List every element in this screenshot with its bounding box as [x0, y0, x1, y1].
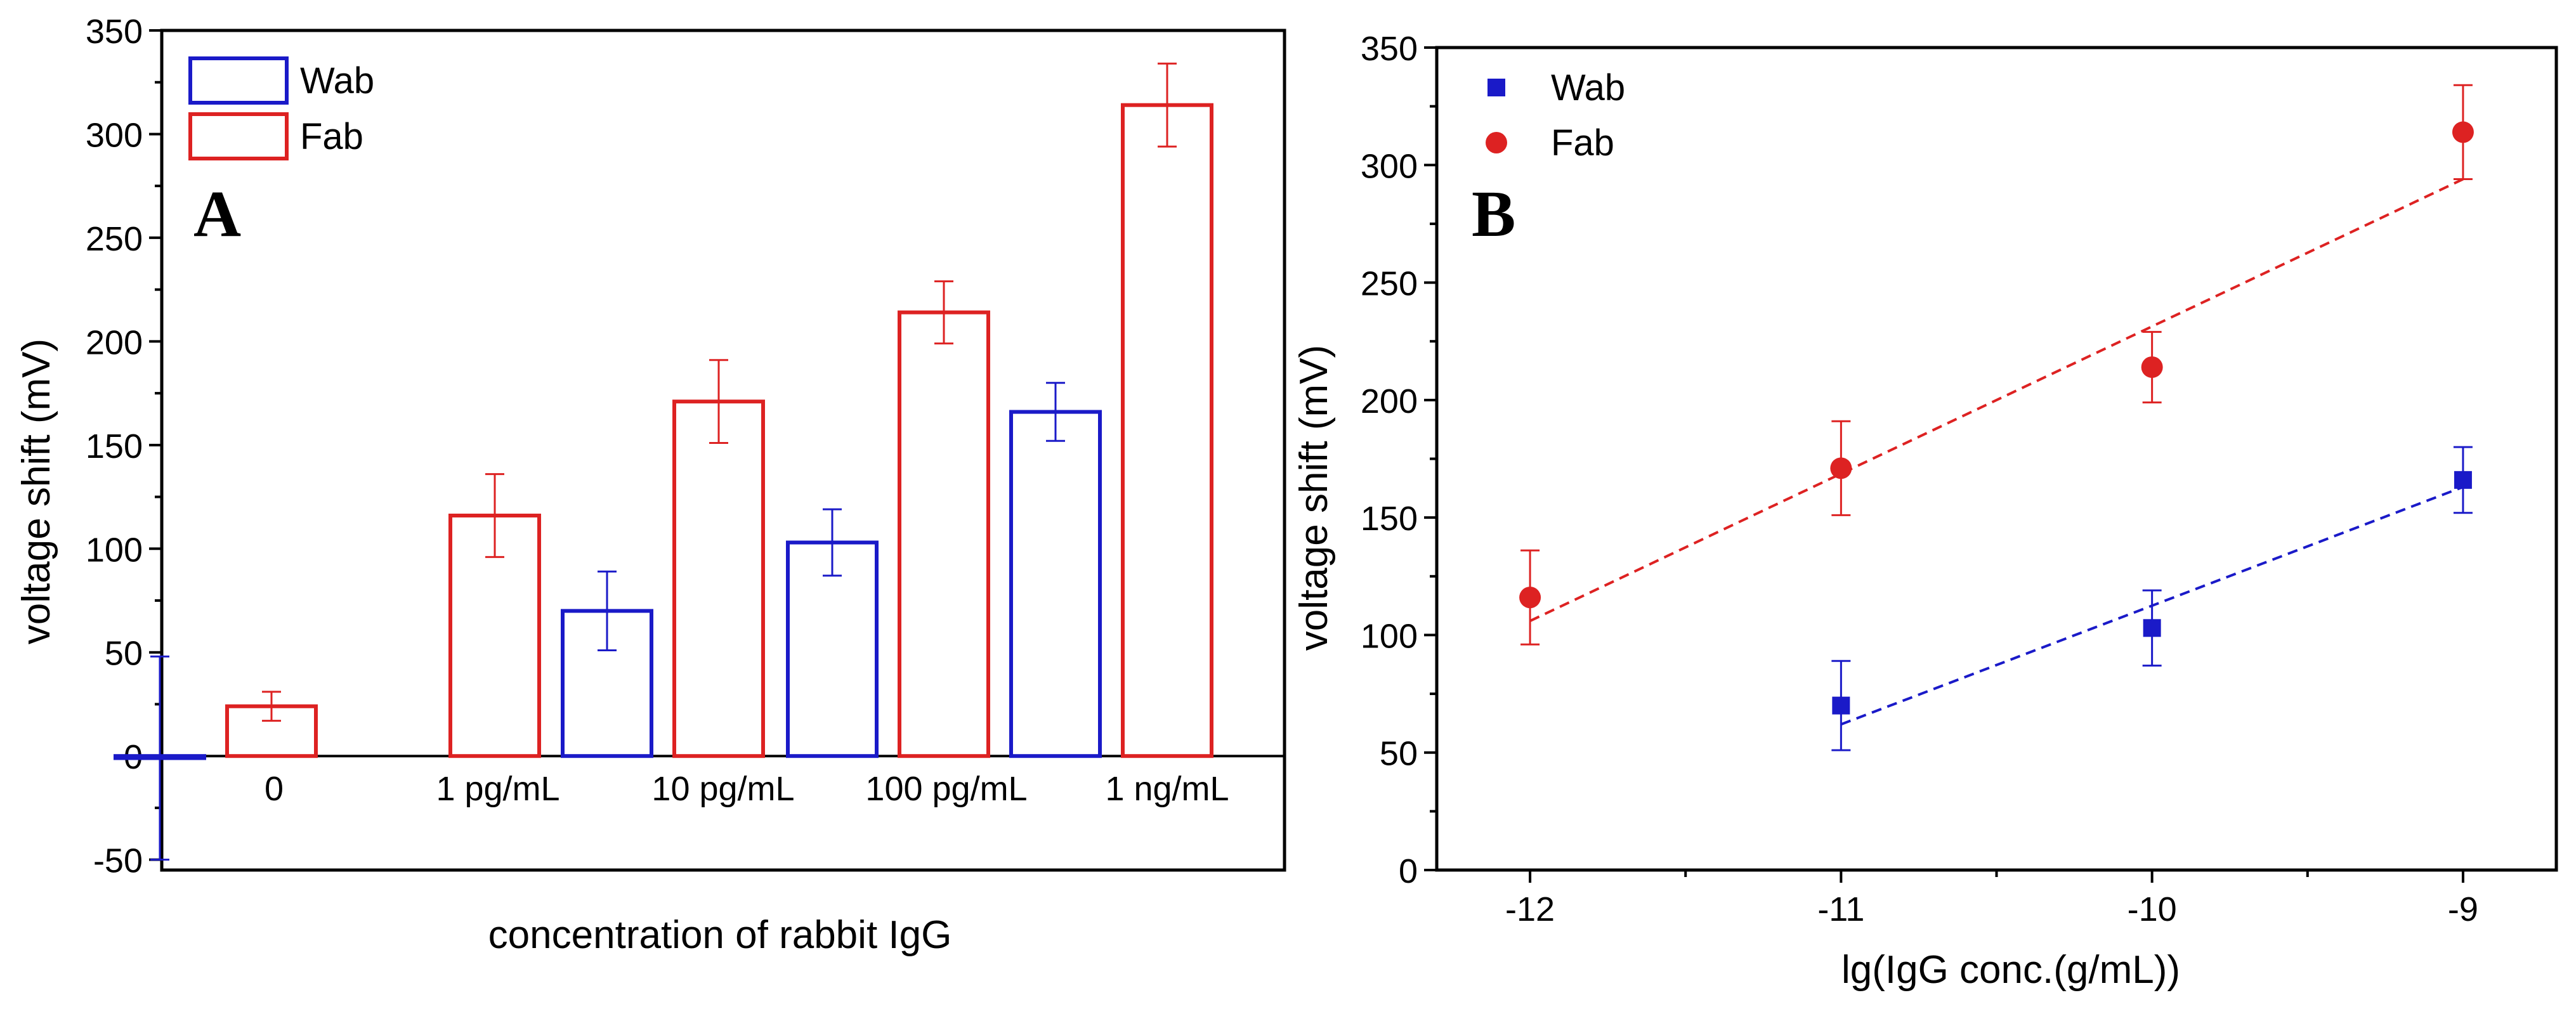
panel-b-point-fab-2 [2141, 356, 2163, 378]
panel-b-plot-frame [1435, 46, 2558, 872]
panel-b-legend-label-fab: Fab [1551, 122, 1614, 164]
panel-a-category-label-2: 10 pg/mL [651, 770, 794, 808]
panel-a-y-tick-label-8: 350 [86, 13, 143, 51]
panel-b-x-tick-label-3: -9 [2448, 890, 2478, 928]
panel-b-y-tick-label-1: 50 [1380, 735, 1418, 773]
panel-b-legend-marker-wab [1487, 79, 1505, 96]
panel-b-x-tick-label-1: -11 [1817, 890, 1864, 928]
panel-b-y-tick-label-7: 350 [1361, 30, 1418, 68]
panel-a-plot-frame [160, 29, 1286, 872]
panel-b-point-fab-1 [1830, 457, 1852, 479]
panel-b-x-tick-label-2: -10 [2128, 890, 2177, 928]
panel-b-point-wab-1 [2143, 619, 2161, 637]
panel-b-point-fab-3 [2452, 121, 2474, 143]
panel-a-y-tick-label-3: 100 [86, 531, 143, 569]
panel-b-legend-label-wab: Wab [1551, 67, 1625, 108]
panel-a-y-tick-label-2: 50 [105, 635, 143, 673]
panel-b-label: B [1472, 178, 1515, 250]
panel-b-point-wab-0 [1832, 696, 1850, 715]
panel-b-y-tick-label-6: 300 [1361, 147, 1418, 185]
panel-b-point-fab-0 [1519, 587, 1541, 609]
panel-a-category-label-4: 1 ng/mL [1105, 770, 1229, 808]
panel-a-bar-fab-3 [898, 310, 990, 758]
panel-b-y-tick-label-3: 150 [1361, 500, 1418, 538]
panel-b-y-tick-label-4: 200 [1361, 382, 1418, 420]
panel-a-bar-wab-4 [1009, 410, 1102, 758]
panel-b-scatter-chart: B lg(IgG conc.(g/mL)) voltage shift (mV)… [1292, 30, 2558, 992]
panel-b-legend-marker-fab [1486, 132, 1507, 153]
panel-a-category-label-3: 100 pg/mL [865, 770, 1027, 808]
panel-b-x-axis-title: lg(IgG conc.(g/mL)) [1841, 948, 2180, 992]
panel-a-y-tick-label-7: 300 [86, 116, 143, 154]
panel-a-category-label-0: 0 [265, 770, 284, 808]
panel-b-y-tick-label-5: 250 [1361, 265, 1418, 303]
panel-a-y-tick-label-5: 200 [86, 323, 143, 361]
panel-a-legend-label-fab: Fab [300, 116, 363, 157]
panel-a-y-tick-label-6: 250 [86, 220, 143, 258]
panel-a-y-tick-label-4: 150 [86, 427, 143, 465]
panel-b-x-tick-label-0: -12 [1505, 890, 1555, 928]
panel-a-label: A [193, 178, 241, 250]
panel-b-y-tick-label-2: 100 [1361, 617, 1418, 655]
panel-a-bar-fab-4 [1121, 103, 1213, 758]
panel-a-x-axis-title: concentration of rabbit IgG [488, 913, 952, 957]
panel-a-y-axis-title: voltage shift (mV) [15, 339, 58, 644]
panel-a-legend-label-wab: Wab [300, 60, 374, 101]
panel-b-point-wab-2 [2454, 471, 2472, 489]
panel-a-legend-swatch-fab [188, 112, 289, 160]
panel-a-bar-chart: A concentration of rabbit IgG voltage sh… [15, 13, 1286, 957]
panel-a-y-tick-label-0: -50 [93, 842, 143, 880]
panel-b-y-axis-title: voltage shift (mV) [1292, 345, 1336, 651]
panel-b-fit-line-fab [1529, 178, 2464, 623]
panel-a-bar-fab-2 [672, 400, 765, 758]
panel-b-y-tick-label-0: 0 [1399, 852, 1418, 890]
panel-a-legend-swatch-wab [188, 56, 289, 105]
panel-a-category-label-1: 1 pg/mL [436, 770, 559, 808]
